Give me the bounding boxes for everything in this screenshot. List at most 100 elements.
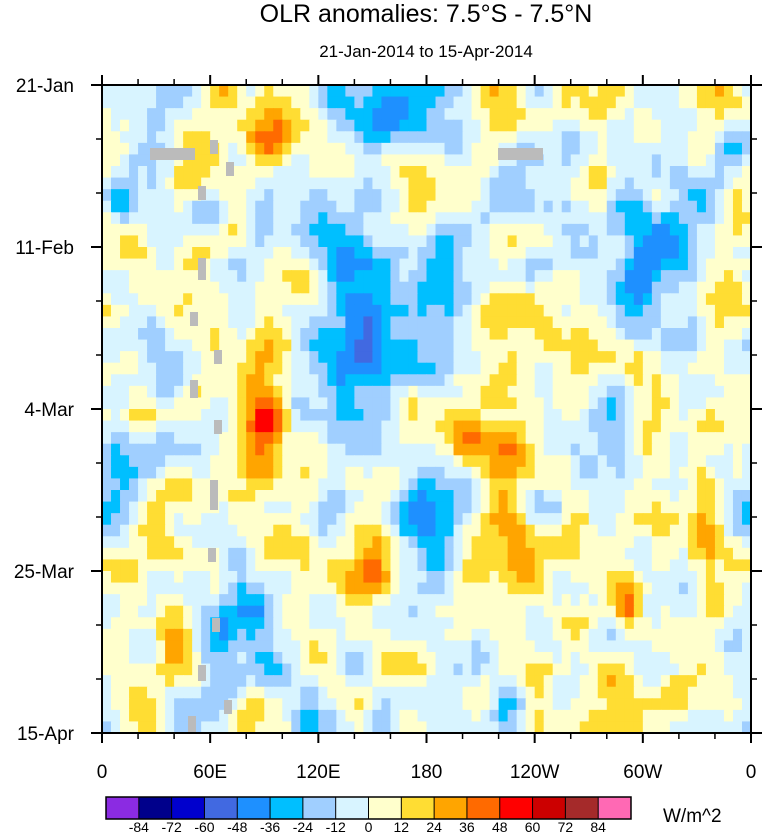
heatmap-cell [228,559,238,572]
heatmap-cell [381,258,392,271]
heatmap-cell [633,142,644,156]
heatmap-cell [723,409,734,422]
heatmap-cell [471,293,482,306]
heatmap-cell [417,293,428,306]
heatmap-cell [120,686,130,699]
heatmap-cell [111,258,121,271]
heatmap-cell [282,513,292,526]
heatmap-cell [597,455,608,468]
heatmap-cell [507,582,518,595]
heatmap-cell [363,189,374,202]
heatmap-cell [552,478,563,491]
heatmap-cell [363,547,374,561]
heatmap-cell [102,605,112,618]
heatmap-cell [471,328,482,341]
heatmap-cell [363,351,374,364]
heatmap-cell [300,675,310,688]
heatmap-cell [714,513,725,526]
heatmap-cell [534,258,545,271]
heatmap-cell [498,166,509,179]
heatmap-cell [435,235,446,248]
heatmap-cell [291,686,301,699]
heatmap-cell [372,432,383,445]
heatmap-cell [678,223,689,237]
heatmap-cell [561,235,572,248]
heatmap-cell [696,247,707,260]
heatmap-cell [156,85,166,98]
heatmap-cell [516,698,527,711]
heatmap-cell [741,501,751,514]
heatmap-cell [336,362,346,375]
heatmap-cell [606,339,617,352]
heatmap-cell [336,547,346,561]
heatmap-cell [336,698,346,711]
heatmap-cell [498,640,509,653]
heatmap-cell [300,119,310,132]
heatmap-cell [444,166,455,179]
heatmap-cell [165,304,175,318]
heatmap-cell [408,177,419,190]
heatmap-cell [147,108,157,121]
heatmap-cell [741,628,751,642]
heatmap-cell [714,316,725,329]
heatmap-cell [381,513,392,526]
heatmap-cell [723,247,734,260]
heatmap-cell [291,131,301,144]
heatmap-cell [633,154,644,167]
heatmap-cell [426,223,437,237]
heatmap-cell [741,189,751,202]
heatmap-cell [129,432,139,445]
heatmap-cell [462,524,473,537]
heatmap-cell [633,328,644,341]
heatmap-cell [381,108,392,121]
heatmap-cell [552,524,563,537]
heatmap-cell [219,96,229,109]
heatmap-cell [291,304,301,318]
heatmap-cell [120,455,130,468]
heatmap-cell [282,709,292,723]
heatmap-cell [543,490,554,503]
heatmap-cell [246,131,256,144]
heatmap-cell [471,524,482,537]
heatmap-cell [615,316,626,329]
heatmap-cell [120,490,130,503]
heatmap-cell [309,339,319,352]
heatmap-cell [381,374,392,387]
heatmap-cell [282,177,292,190]
heatmap-cell [435,385,446,399]
heatmap-cell [192,119,202,132]
heatmap-cell [282,478,292,491]
heatmap-cell [543,339,554,352]
heatmap-cell [111,652,121,665]
heatmap-cell [624,640,635,653]
heatmap-cell [624,96,635,109]
heatmap-cell [507,108,518,121]
heatmap-cell [291,675,301,688]
heatmap-cell [588,478,599,491]
colorbar-box [171,797,205,819]
heatmap-cell [165,409,175,422]
heatmap-cell [345,443,355,456]
heatmap-cell [696,409,707,422]
heatmap-cell [273,455,283,468]
heatmap-cell [588,420,599,433]
heatmap-cell [174,640,184,653]
heatmap-cell [633,663,644,676]
heatmap-cell [687,270,698,283]
heatmap-cell [291,582,301,595]
heatmap-cell [723,501,734,514]
heatmap-cell [444,524,455,537]
heatmap-cell [174,351,184,364]
heatmap-cell [651,316,662,329]
heatmap-cell [597,316,608,329]
heatmap-cell [138,316,148,329]
heatmap-cell [309,189,319,202]
heatmap-cell [507,235,518,248]
heatmap-cell [732,490,743,503]
heatmap-cell [246,501,256,514]
heatmap-cell [282,420,292,433]
heatmap-cell [264,559,274,572]
heatmap-cell [354,709,364,723]
heatmap-cell [597,721,608,733]
